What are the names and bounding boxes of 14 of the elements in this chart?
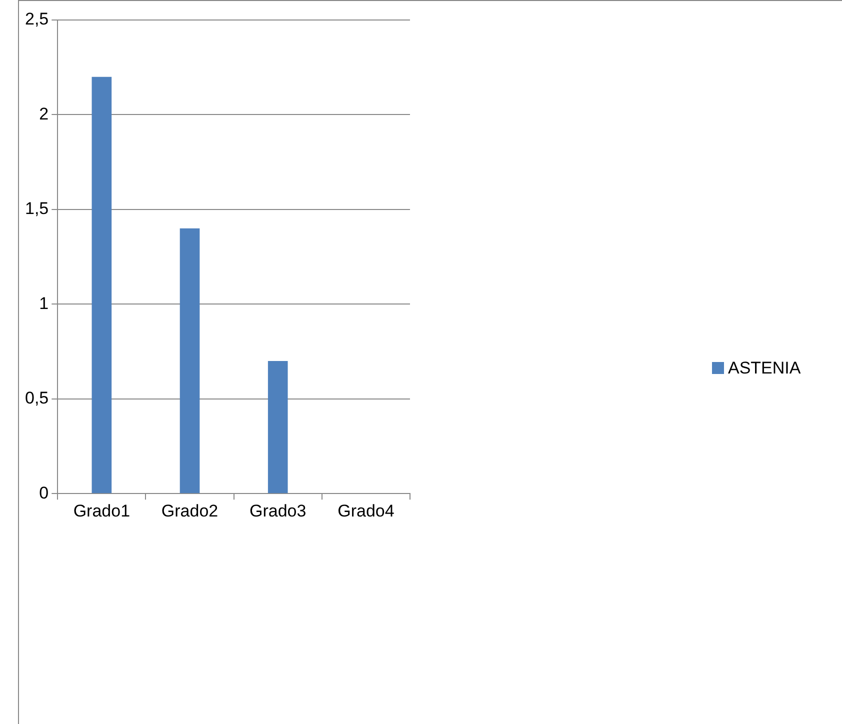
legend-label: ASTENIA <box>728 358 802 378</box>
y-tick-label: 1,5 <box>24 199 49 218</box>
x-tick-label: Grado2 <box>161 501 218 520</box>
bar <box>180 228 200 494</box>
y-tick-label: 2,5 <box>24 10 49 29</box>
bar <box>92 76 112 494</box>
x-tick-label: Grado3 <box>250 501 306 520</box>
y-tick-label: 1 <box>39 294 49 313</box>
y-tick-label: 0,5 <box>24 388 49 408</box>
y-tick-label: 0 <box>39 483 49 502</box>
x-tick-label: Grado1 <box>73 501 130 520</box>
bar <box>268 360 288 494</box>
x-tick-label: Grado4 <box>338 501 394 520</box>
y-tick-label: 2 <box>39 104 49 124</box>
